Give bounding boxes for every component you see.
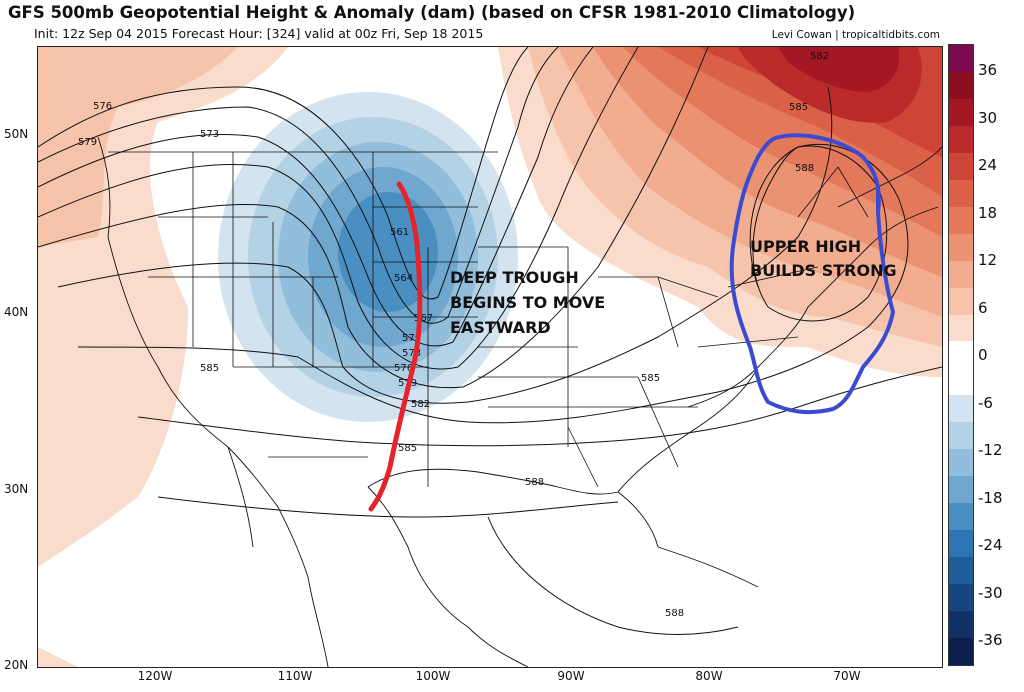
credit-text: Levi Cowan | tropicaltidbits.com: [771, 29, 940, 41]
upper-high-outline: [729, 133, 896, 415]
lon-label-70w: 70W: [833, 669, 861, 683]
contour-label: 570: [402, 333, 421, 344]
contour-label: 585: [398, 443, 417, 454]
trough-axis-line: [368, 181, 423, 512]
lon-label-100w: 100W: [415, 669, 451, 683]
colorbar-label: 30: [978, 108, 998, 127]
trough-anomaly: [218, 92, 518, 422]
contour-label: 585: [641, 373, 660, 384]
colorbar-label: -30: [978, 583, 1003, 602]
state-borders: [108, 151, 869, 488]
contour-label: 564: [394, 273, 413, 284]
colorbar-swatch: [949, 179, 973, 207]
colorbar-swatch: [949, 71, 973, 99]
contour-label: 579: [78, 137, 97, 148]
contour-label: 585: [789, 102, 808, 113]
colorbar-swatch: [949, 530, 973, 558]
colorbar-swatch: [949, 98, 973, 126]
colorbar-swatch: [949, 395, 973, 423]
lat-label-50n: 50N: [4, 127, 29, 141]
lat-label-40n: 40N: [4, 305, 29, 319]
chart-title: GFS 500mb Geopotential Height & Anomaly …: [8, 3, 856, 22]
colorbar-swatch: [949, 476, 973, 504]
colorbar-swatch: [949, 637, 973, 665]
colorbar-swatch: [949, 611, 973, 638]
colorbar-swatch: [949, 287, 973, 315]
colorbar-label: -12: [978, 441, 1003, 459]
colorbar-swatch: [949, 260, 973, 288]
colorbar-swatch: [949, 449, 973, 477]
anomaly-colorbar: [948, 44, 974, 666]
colorbar-swatch: [949, 584, 973, 612]
colorbar-swatch: [949, 503, 973, 531]
colorbar-label: 0: [978, 346, 988, 364]
colorbar-label: -24: [978, 536, 1003, 554]
contour-label: 588: [795, 163, 814, 174]
high-annotation-line2: BUILDS STRONG: [750, 261, 897, 280]
colorbar-swatch: [949, 152, 973, 180]
colorbar-swatch: [949, 233, 973, 261]
map-svg: 576 573 579 585 561 564 567 570 573 576 …: [38, 47, 942, 667]
contour-label: 585: [200, 363, 219, 374]
map-panel: 576 573 579 585 561 564 567 570 573 576 …: [37, 46, 943, 668]
contour-label: 561: [390, 227, 409, 238]
colorbar-label: 12: [978, 251, 998, 269]
height-contours: [38, 47, 942, 635]
trough-annotation-line2: BEGINS TO MOVE: [450, 293, 605, 312]
lon-label-110w: 110W: [277, 669, 313, 683]
lon-label-90w: 90W: [557, 669, 585, 683]
colorbar-swatch: [949, 125, 973, 153]
colorbar-label: 6: [978, 298, 988, 317]
colorbar-label: 18: [978, 203, 998, 222]
colorbar-swatch: [949, 422, 973, 450]
west-ridge-anomaly: [38, 47, 288, 567]
lon-label-80w: 80W: [695, 669, 723, 683]
contour-label: 576: [93, 101, 112, 112]
chart-subtitle: Init: 12z Sep 04 2015 Forecast Hour: [32…: [34, 26, 484, 41]
trough-annotation-line3: EASTWARD: [450, 318, 551, 337]
colorbar-swatch: [949, 557, 973, 585]
contour-label: 588: [525, 477, 544, 488]
colorbar-swatch: [949, 368, 973, 396]
contour-label: 576: [394, 363, 413, 374]
lat-label-30n: 30N: [4, 482, 29, 496]
colorbar-label: -36: [978, 631, 1003, 649]
colorbar-label: -18: [978, 488, 1003, 507]
colorbar-label: -6: [978, 393, 993, 412]
contour-label-group: 576 573 579 585 561 564 567 570 573 576 …: [78, 51, 829, 619]
contour-label: 567: [414, 313, 433, 324]
contour-label: 573: [200, 129, 219, 140]
east-ridge-anomaly: [38, 47, 942, 667]
lon-label-120w: 120W: [137, 669, 173, 683]
contour-label: 588: [665, 608, 684, 619]
colorbar-swatch: [949, 45, 973, 72]
contour-label: 582: [810, 51, 829, 62]
colorbar-swatch: [949, 206, 973, 234]
colorbar-label: 24: [978, 156, 998, 174]
contour-label: 582: [411, 399, 430, 410]
colorbar-swatch: [949, 314, 973, 342]
coastlines: [97, 136, 942, 667]
contour-label: 573: [402, 348, 421, 359]
high-annotation-line1: UPPER HIGH: [750, 237, 861, 256]
lat-label-20n: 20N: [4, 658, 29, 672]
colorbar-swatch: [949, 341, 973, 369]
colorbar-label: 36: [978, 61, 998, 79]
trough-annotation-line1: DEEP TROUGH: [450, 268, 579, 287]
